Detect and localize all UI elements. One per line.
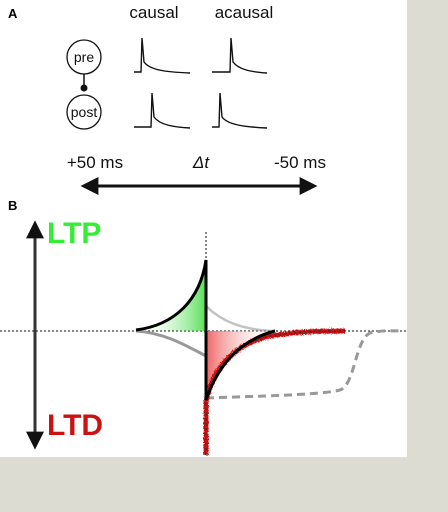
axis-right-label: -50 ms [274,153,326,172]
pre-neuron: pre [66,39,102,75]
ltp-label: LTP [47,217,101,250]
axis-middle-label: Δt [192,153,210,172]
panel-a-letter: A [8,6,18,21]
ltd-area [206,331,275,400]
ltp-area [136,260,206,331]
ltd-label: LTD [47,409,103,442]
stdp-window-curve [135,259,276,401]
potentiation-mirror-curve [205,305,276,333]
causal-post-spike [134,92,191,129]
column-header-acausal: acausal [215,3,274,22]
post-neuron: post [66,94,102,130]
figure-panel [0,0,407,457]
column-header-causal: causal [129,3,178,22]
axis-left-label: +50 ms [67,153,123,172]
acausal-post-spike [212,92,268,129]
synapse-dot [80,84,88,92]
depression-mirror-curve [135,329,207,358]
acausal-pre-spike [212,37,268,74]
causal-pre-spike [134,37,191,74]
dashed-delayed-curve [205,329,404,400]
post-neuron-label: post [71,104,98,120]
panel-b-letter: B [8,198,17,213]
pre-neuron-label: pre [74,49,94,65]
